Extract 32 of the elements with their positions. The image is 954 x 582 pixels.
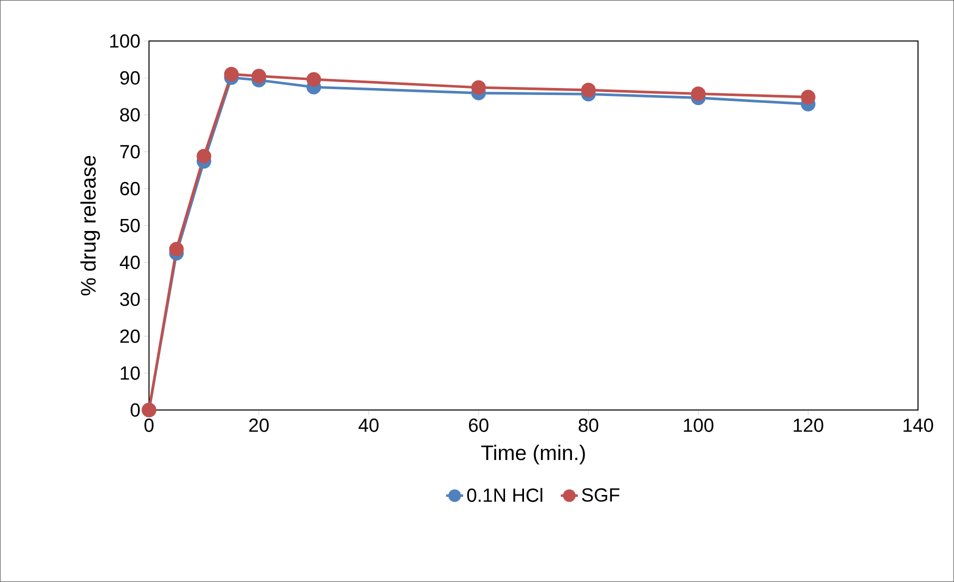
point: [169, 242, 184, 256]
x-tick-label: 60: [468, 418, 488, 432]
y-tick-label: 70: [120, 144, 140, 158]
x-axis-title: Time (min.): [481, 444, 585, 464]
point: [306, 72, 322, 87]
point: [690, 86, 706, 102]
legend-label: 0.1N HCl: [467, 488, 542, 502]
point: [252, 68, 266, 84]
y-tick-label: 0: [130, 403, 140, 417]
y-tick-label: 100: [110, 34, 140, 48]
y-tick-label: 50: [120, 218, 140, 232]
point: [581, 82, 596, 98]
point: [800, 90, 816, 104]
x-tick-label: 20: [249, 418, 269, 432]
y-tick-label: 20: [120, 329, 140, 343]
point: [196, 148, 212, 164]
y-tick-label: 10: [120, 366, 140, 380]
y-tick-label: 30: [120, 292, 140, 306]
x-tick-label: 100: [684, 418, 714, 432]
y-tick-label: 80: [120, 108, 140, 122]
point: [224, 66, 239, 82]
y-tick-label: 90: [120, 71, 140, 85]
x-tick-label: 140: [904, 418, 934, 432]
y-tick-label: 60: [120, 182, 140, 196]
y-tick-label: 40: [120, 256, 140, 270]
x-tick-label: 120: [794, 418, 824, 432]
legend-label: SGF: [582, 488, 620, 502]
point: [471, 80, 486, 95]
x-tick-label: 80: [578, 418, 598, 432]
x-tick-label: 0: [144, 418, 154, 432]
y-axis-title: % drug release: [80, 156, 100, 296]
x-tick-label: 40: [358, 418, 379, 432]
